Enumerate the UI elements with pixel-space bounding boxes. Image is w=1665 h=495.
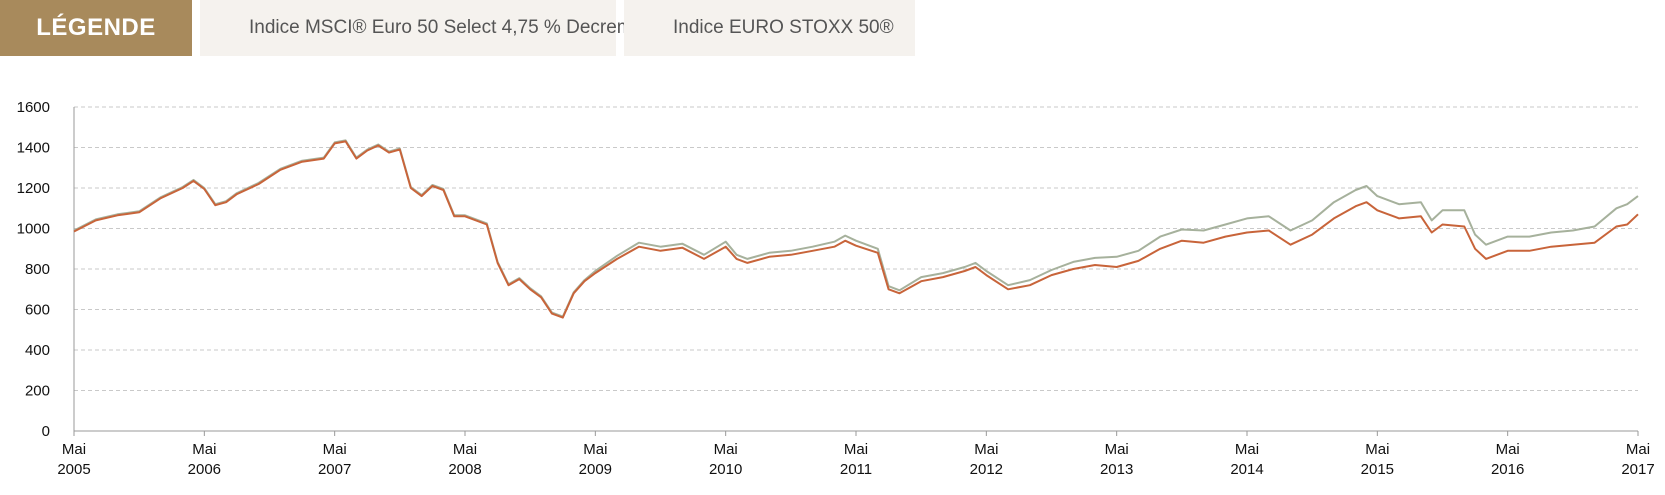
x-tick-label-year: 2007	[318, 461, 351, 478]
series-lines	[73, 139, 1639, 319]
x-tick-label-year: 2017	[1621, 461, 1654, 478]
y-tick-label: 1600	[17, 99, 50, 116]
x-tick-label-year: 2010	[709, 461, 742, 478]
legend-label-msci: Indice MSCI® Euro 50 Select 4,75 % Decre…	[249, 17, 660, 38]
x-tick-label-month: Mai	[844, 441, 868, 458]
y-tick-label: 0	[42, 423, 50, 440]
x-tick-label-year: 2016	[1491, 461, 1524, 478]
y-tick-label: 800	[25, 261, 50, 278]
x-tick-label-month: Mai	[453, 441, 477, 458]
x-tick-labels: Mai 2005 Mai 2006 Mai 2007 Mai 2008 Mai 2009 Mai 20…	[57, 441, 1654, 478]
x-tick-label-month: Mai	[1626, 441, 1650, 458]
x-tick-label-month: Mai	[192, 441, 216, 458]
x-tick-label-month: Mai	[1235, 441, 1259, 458]
y-tick-label: 600	[25, 302, 50, 319]
y-tick-labels: 0 200 400 600 800 1000 1200 1400 1600	[17, 99, 50, 440]
legend-title: LÉGENDE	[0, 0, 192, 56]
grid-lines	[74, 106, 1638, 391]
x-tick-label-month: Mai	[714, 441, 738, 458]
x-tick-label-month: Mai	[323, 441, 347, 458]
legend-item-msci: Indice MSCI® Euro 50 Select 4,75 % Decre…	[200, 0, 659, 56]
x-tick-label-month: Mai	[583, 441, 607, 458]
x-tick-label-year: 2011	[840, 461, 872, 478]
y-tick-label: 200	[25, 383, 50, 400]
x-tick-label-year: 2008	[448, 461, 481, 478]
legend-item-eurostoxx: Indice EURO STOXX 50®	[624, 0, 915, 56]
series-line-msci	[73, 140, 1639, 319]
y-tick-label: 1400	[17, 140, 50, 157]
legend-label-eurostoxx: Indice EURO STOXX 50®	[673, 17, 894, 38]
y-tick-label: 400	[25, 342, 50, 359]
x-tick-label-year: 2012	[970, 461, 1003, 478]
y-tick-label: 1000	[17, 221, 50, 238]
x-tick-label-year: 2005	[57, 461, 90, 478]
x-tick-label-month: Mai	[1365, 441, 1389, 458]
x-tick-label-month: Mai	[1105, 441, 1129, 458]
x-tick-label-month: Mai	[1496, 441, 1520, 458]
axes	[73, 107, 1639, 436]
x-tick-label-month: Mai	[62, 441, 86, 458]
x-tick-label-year: 2015	[1361, 461, 1394, 478]
x-tick-label-year: 2013	[1100, 461, 1133, 478]
x-tick-label-year: 2009	[579, 461, 612, 478]
x-tick-label-year: 2014	[1230, 461, 1263, 478]
x-tick-label-year: 2006	[188, 461, 221, 478]
y-tick-label: 1200	[17, 180, 50, 197]
x-tick-label-month: Mai	[974, 441, 998, 458]
legend-bar: LÉGENDE Indice MSCI® Euro 50 Select 4,75…	[0, 0, 915, 56]
